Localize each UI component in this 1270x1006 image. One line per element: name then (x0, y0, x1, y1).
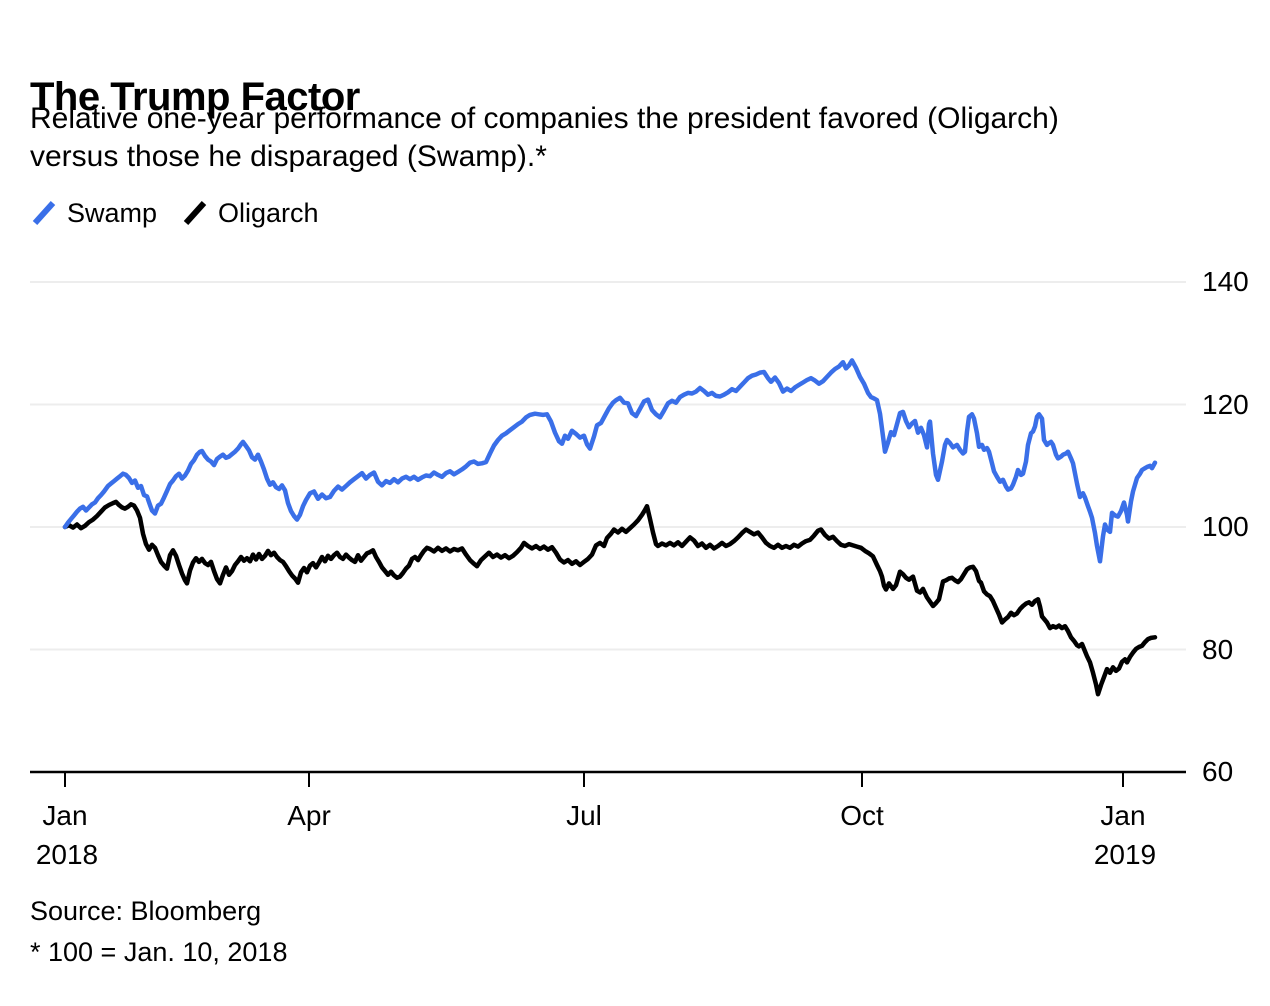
legend-item-oligarch: Oligarch (181, 198, 319, 229)
legend-item-swamp: Swamp (30, 198, 157, 229)
x-axis-label-Jan2019: Jan (1100, 800, 1146, 831)
swamp-line (62, 358, 1158, 564)
swamp-slash-icon (32, 200, 56, 226)
x-axis-label-Apr: Apr (287, 800, 331, 831)
x-axis-label-Oct: Oct (840, 800, 884, 831)
y-axis-label-100: 100 (1202, 511, 1249, 542)
y-axis-label-120: 120 (1202, 388, 1249, 420)
chart-subtitle: Relative one-year performance of compani… (30, 100, 1059, 176)
x-axis-year-2018: 2018 (35, 839, 99, 870)
oligarch-slash-icon (183, 200, 207, 226)
subtitle-line-1: Relative one-year performance of compani… (30, 102, 1059, 135)
y-axis-label-60: 60 (1202, 756, 1234, 787)
footnote-text: * 100 = Jan. 10, 2018 (30, 937, 288, 967)
x-axis-year-2019: 2019 (1093, 839, 1157, 870)
legend-label-oligarch: Oligarch (218, 197, 319, 228)
subtitle-line-2: versus those he disparaged (Swamp).* (30, 140, 547, 173)
chart-legend: Swamp Oligarch (30, 196, 319, 230)
x-axis-label-Jul: Jul (566, 800, 602, 831)
legend-label-swamp: Swamp (67, 197, 158, 228)
x-axis-label-Jan2018: Jan (42, 800, 88, 831)
source-text: Source: Bloomberg (30, 896, 262, 926)
line-chart (30, 281, 1186, 787)
oligarch-line (62, 499, 1158, 697)
y-axis-label-140: 140 (1202, 266, 1249, 297)
y-axis-label-80: 80 (1202, 633, 1234, 665)
page-title: The Trump Factor (30, 74, 360, 119)
